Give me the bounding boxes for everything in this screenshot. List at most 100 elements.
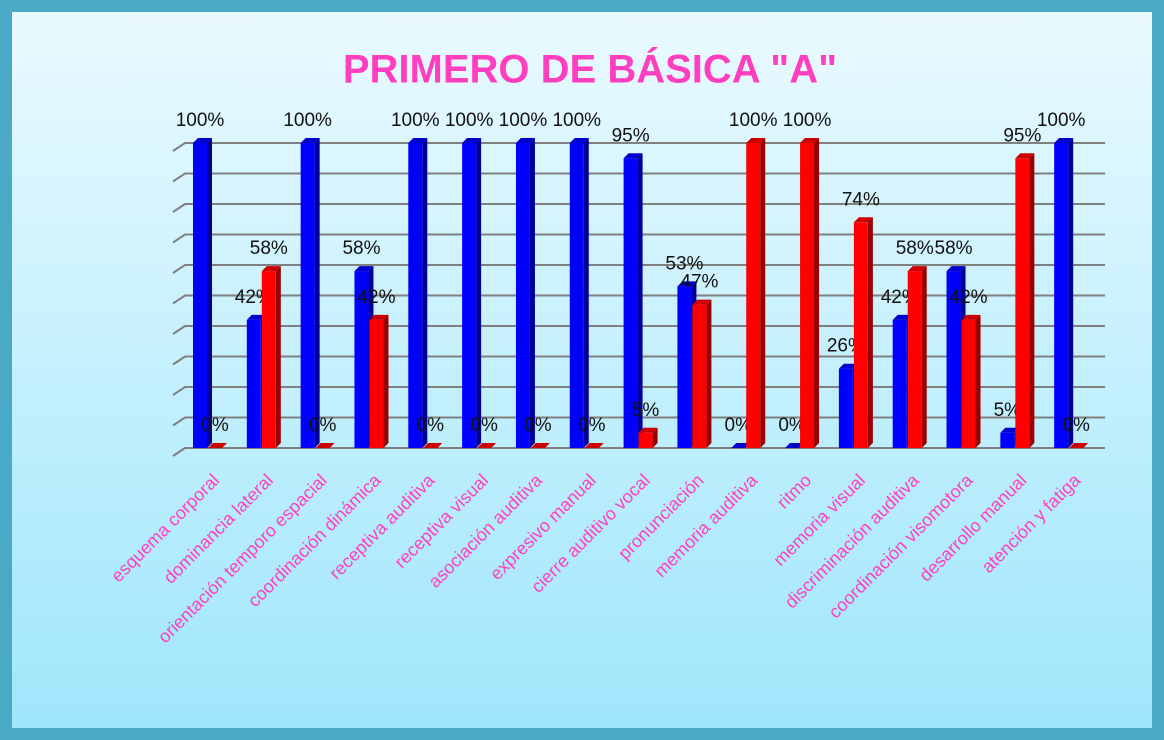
bar (800, 143, 815, 448)
bar-top (193, 138, 212, 143)
bar-side (975, 314, 981, 448)
grid-line (172, 264, 1105, 274)
bar-top (584, 443, 604, 448)
data-label: 58% (250, 238, 288, 259)
data-label: 0% (778, 415, 806, 436)
bar-side (760, 138, 766, 448)
bar-side (383, 314, 389, 448)
bar-top (300, 138, 320, 143)
bar-side (706, 299, 712, 448)
data-label: 0% (470, 415, 498, 436)
bar-top (692, 299, 712, 305)
bar (838, 368, 853, 448)
bar-top (892, 314, 912, 320)
data-label: 42% (357, 287, 395, 308)
bar (569, 143, 584, 448)
data-label: 58% (896, 238, 934, 259)
bar-top (1015, 153, 1035, 159)
bar-top (462, 138, 482, 143)
grid-line (172, 355, 1105, 366)
bar-top (623, 153, 643, 159)
grid-line (172, 386, 1105, 396)
bar-side (583, 138, 589, 448)
bar (408, 143, 423, 448)
bar-side (637, 153, 643, 448)
bar-side (476, 138, 482, 448)
bar (515, 143, 530, 448)
data-label: 0% (309, 415, 337, 436)
bar (623, 158, 638, 448)
bar-top (530, 443, 550, 448)
grid-line (172, 142, 1105, 152)
bar-top (477, 443, 497, 448)
bar-top (1069, 443, 1089, 448)
bar-top (246, 314, 266, 320)
bar-side (275, 266, 281, 448)
bar-top (785, 443, 805, 448)
bar-side (1068, 138, 1074, 448)
bar-side (422, 138, 428, 448)
bar (692, 304, 707, 448)
grid-line (172, 203, 1105, 213)
grid-line (172, 233, 1105, 244)
bar-top (569, 138, 589, 143)
data-label: 42% (950, 287, 988, 308)
bar (1000, 432, 1015, 448)
data-label: 100% (283, 110, 332, 131)
grid-line (172, 416, 1105, 427)
data-label: 0% (578, 415, 606, 436)
data-label: 0% (524, 415, 552, 436)
bar-side (529, 138, 535, 448)
data-label: 100% (729, 110, 778, 131)
data-label: 74% (842, 189, 880, 210)
data-label: 58% (935, 238, 973, 259)
bar-top (946, 266, 966, 272)
bar (961, 319, 976, 448)
bar (892, 319, 907, 448)
bar (246, 319, 261, 448)
bar-top (731, 443, 751, 448)
bar (946, 271, 961, 448)
bar-top (838, 363, 858, 369)
grid-line (172, 172, 1105, 183)
bar-side (921, 266, 927, 448)
bar-side (1029, 153, 1035, 448)
bar-top (515, 138, 535, 143)
bar (907, 271, 922, 448)
bar (1054, 143, 1069, 448)
data-label: 5% (632, 400, 660, 421)
bar-top (1054, 138, 1074, 143)
grid-line (172, 325, 1105, 335)
bar-side (207, 138, 212, 448)
bar (1015, 158, 1030, 448)
data-label: 0% (201, 415, 229, 436)
bar-top (1000, 427, 1020, 433)
bar (746, 143, 761, 448)
bar-top (408, 138, 428, 143)
data-label: 0% (725, 415, 753, 436)
bar-top (853, 217, 873, 223)
data-label: 0% (1062, 415, 1090, 436)
bar (261, 271, 276, 448)
bar (193, 143, 207, 448)
data-label: 100% (445, 110, 494, 131)
bar-top (907, 266, 927, 272)
data-label: 100% (499, 110, 548, 131)
data-label: 5% (994, 400, 1022, 421)
bar-top (208, 443, 227, 448)
bar-top (677, 281, 697, 287)
grid-line (172, 294, 1105, 305)
bar-side (314, 138, 320, 448)
data-label: 58% (342, 238, 380, 259)
bar (638, 432, 653, 448)
bar (369, 319, 384, 448)
data-label: 100% (1037, 110, 1086, 131)
data-label: 47% (680, 272, 718, 293)
bar-top (369, 314, 389, 320)
data-label: 100% (176, 110, 225, 131)
data-label: 100% (783, 110, 832, 131)
bar (354, 271, 369, 448)
bar-top (638, 427, 658, 433)
bar-top (354, 266, 374, 272)
